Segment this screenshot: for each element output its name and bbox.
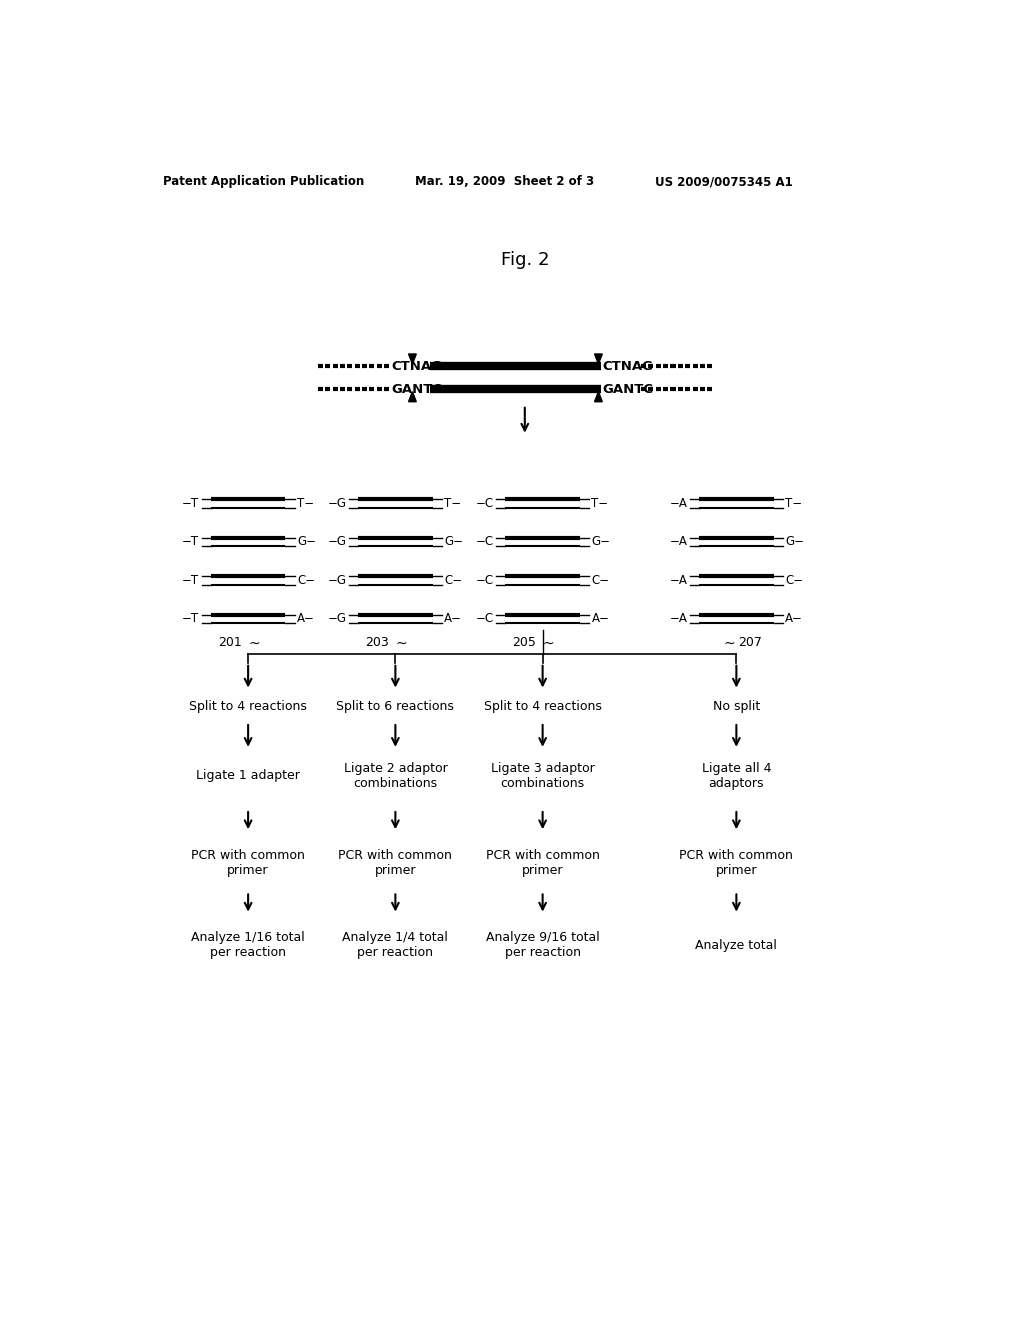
Text: GANTC: GANTC: [602, 383, 653, 396]
Text: A−: A−: [785, 612, 803, 626]
Text: 205: 205: [513, 636, 537, 649]
Text: T−: T−: [444, 496, 462, 510]
Text: T−: T−: [592, 496, 608, 510]
Text: US 2009/0075345 A1: US 2009/0075345 A1: [655, 176, 793, 189]
Text: C−: C−: [592, 574, 609, 587]
Text: Analyze 1/16 total
per reaction: Analyze 1/16 total per reaction: [191, 932, 305, 960]
Text: Split to 4 reactions: Split to 4 reactions: [189, 700, 307, 713]
Text: Mar. 19, 2009  Sheet 2 of 3: Mar. 19, 2009 Sheet 2 of 3: [415, 176, 594, 189]
Text: PCR with common
primer: PCR with common primer: [680, 849, 794, 876]
Text: Analyze 1/4 total
per reaction: Analyze 1/4 total per reaction: [342, 932, 449, 960]
Polygon shape: [595, 392, 602, 401]
Text: −T: −T: [182, 496, 200, 510]
Text: G−: G−: [297, 536, 316, 548]
Text: PCR with common
primer: PCR with common primer: [485, 849, 600, 876]
Text: Ligate 1 adapter: Ligate 1 adapter: [197, 770, 300, 783]
Text: Fig. 2: Fig. 2: [501, 251, 549, 269]
Text: A−: A−: [297, 612, 314, 626]
Text: G−: G−: [444, 536, 463, 548]
Polygon shape: [409, 354, 417, 364]
Text: −C: −C: [476, 612, 494, 626]
Text: −C: −C: [476, 574, 494, 587]
Text: Analyze total: Analyze total: [695, 939, 777, 952]
Text: −G: −G: [328, 574, 346, 587]
Text: CTNAG: CTNAG: [391, 360, 442, 372]
Text: C−: C−: [297, 574, 315, 587]
Text: Ligate 2 adaptor
combinations: Ligate 2 adaptor combinations: [343, 762, 447, 789]
Text: −A: −A: [670, 574, 687, 587]
Text: 207: 207: [738, 636, 762, 649]
Text: PCR with common
primer: PCR with common primer: [339, 849, 453, 876]
Polygon shape: [409, 392, 417, 401]
Text: −A: −A: [670, 536, 687, 548]
Text: C−: C−: [444, 574, 462, 587]
Text: ~: ~: [248, 636, 260, 651]
Polygon shape: [595, 354, 602, 364]
Text: C−: C−: [785, 574, 803, 587]
Text: Split to 6 reactions: Split to 6 reactions: [337, 700, 455, 713]
Text: −G: −G: [328, 536, 346, 548]
Text: −G: −G: [328, 612, 346, 626]
Text: Ligate all 4
adaptors: Ligate all 4 adaptors: [701, 762, 771, 789]
Text: No split: No split: [713, 700, 760, 713]
Text: ~: ~: [395, 636, 407, 651]
Text: −C: −C: [476, 496, 494, 510]
Text: CTNAG: CTNAG: [602, 360, 653, 372]
Text: T−: T−: [785, 496, 803, 510]
Text: A−: A−: [444, 612, 462, 626]
Text: GANTC: GANTC: [391, 383, 442, 396]
Text: A−: A−: [592, 612, 609, 626]
Text: −G: −G: [328, 496, 346, 510]
Text: G−: G−: [785, 536, 804, 548]
Text: PCR with common
primer: PCR with common primer: [191, 849, 305, 876]
Text: −C: −C: [476, 536, 494, 548]
Text: 201: 201: [218, 636, 242, 649]
Text: −T: −T: [182, 536, 200, 548]
Text: Ligate 3 adaptor
combinations: Ligate 3 adaptor combinations: [490, 762, 595, 789]
Text: ~: ~: [543, 636, 554, 651]
Text: ~: ~: [723, 636, 735, 651]
Text: −A: −A: [670, 496, 687, 510]
Text: T−: T−: [297, 496, 314, 510]
Text: Split to 4 reactions: Split to 4 reactions: [483, 700, 601, 713]
Text: G−: G−: [592, 536, 610, 548]
Text: −T: −T: [182, 574, 200, 587]
Text: 203: 203: [366, 636, 389, 649]
Text: Analyze 9/16 total
per reaction: Analyze 9/16 total per reaction: [485, 932, 599, 960]
Text: −A: −A: [670, 612, 687, 626]
Text: −T: −T: [182, 612, 200, 626]
Text: Patent Application Publication: Patent Application Publication: [163, 176, 365, 189]
